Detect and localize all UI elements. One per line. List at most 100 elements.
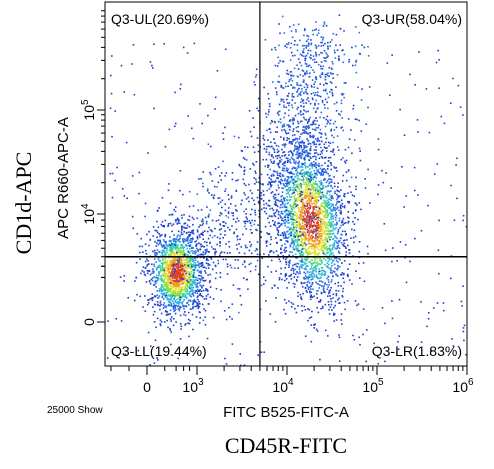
event-dot (202, 185, 204, 188)
event-dot (308, 132, 311, 134)
event-dot (181, 301, 183, 304)
event-dot (276, 172, 279, 175)
event-dot (197, 286, 199, 288)
event-dot (162, 259, 164, 261)
event-dot (308, 44, 310, 46)
event-dot (297, 76, 300, 78)
event-dot (205, 297, 208, 300)
event-dot (167, 303, 170, 306)
event-dot (273, 170, 275, 172)
event-dot (277, 234, 280, 237)
event-dot (236, 210, 238, 212)
event-dot (218, 197, 221, 199)
event-dot (219, 272, 222, 274)
event-dot (325, 225, 327, 227)
event-dot (293, 276, 296, 278)
event-dot (298, 234, 301, 236)
event-dot (164, 283, 167, 286)
event-dot (214, 264, 217, 267)
event-dot (303, 276, 305, 279)
event-dot (189, 258, 192, 260)
event-dot (286, 189, 288, 192)
event-dot (286, 196, 289, 198)
event-dot (192, 281, 194, 284)
event-dot (344, 239, 346, 241)
event-dot (179, 264, 182, 266)
event-dot (356, 304, 358, 307)
event-dot (322, 194, 325, 196)
event-dot (323, 104, 326, 106)
event-dot (314, 251, 317, 254)
event-dot (303, 151, 305, 154)
event-dot (309, 49, 312, 52)
event-dot (303, 109, 306, 112)
event-dot (301, 226, 304, 229)
event-dot (320, 232, 322, 235)
event-dot (293, 117, 295, 120)
event-dot (296, 226, 298, 228)
event-dot (324, 227, 327, 229)
event-dot (310, 202, 313, 205)
event-dot (245, 228, 248, 230)
event-dot (350, 237, 352, 239)
event-dot (281, 217, 284, 220)
event-dot (162, 292, 164, 295)
event-dot (232, 218, 235, 220)
event-dot (202, 279, 205, 282)
event-dot (301, 140, 304, 142)
event-dot (243, 252, 246, 255)
event-dot (199, 270, 201, 273)
event-dot (330, 203, 332, 205)
event-dot (206, 241, 208, 244)
event-dot (236, 248, 238, 250)
event-dot (288, 92, 290, 95)
event-dot (165, 281, 168, 284)
event-dot (317, 164, 320, 167)
event-dot (176, 274, 179, 277)
event-dot (310, 39, 312, 41)
event-dot (337, 230, 339, 233)
event-dot (326, 92, 328, 95)
event-dot (288, 193, 291, 196)
event-dot (332, 122, 335, 125)
event-dot (297, 146, 300, 149)
event-dot (314, 240, 317, 243)
event-dot (183, 214, 185, 216)
event-dot (181, 302, 184, 305)
event-dot (180, 244, 182, 246)
event-dot (246, 146, 249, 149)
event-dot (270, 161, 273, 163)
event-dot (322, 253, 325, 256)
event-dot (186, 267, 189, 269)
event-dot (316, 183, 318, 186)
event-dot (221, 199, 224, 202)
event-dot (326, 283, 328, 286)
event-dot (270, 141, 272, 143)
event-dot (303, 34, 305, 37)
event-dot (286, 98, 288, 101)
event-dot (326, 203, 328, 205)
event-dot (174, 244, 176, 246)
event-dot (293, 204, 295, 207)
event-dot (312, 120, 315, 123)
event-dot (281, 278, 283, 281)
event-dot (168, 214, 171, 216)
event-dot (326, 82, 328, 85)
event-dot (190, 230, 193, 232)
event-dot (293, 134, 296, 136)
event-dot (291, 251, 293, 254)
event-dot (279, 252, 282, 254)
event-dot (192, 328, 194, 331)
event-dot (313, 161, 315, 163)
event-dot (253, 177, 256, 179)
event-dot (325, 82, 327, 84)
event-dot (283, 205, 286, 207)
event-dot (176, 293, 178, 295)
event-dot (192, 306, 194, 308)
event-dot (334, 209, 336, 212)
event-dot (262, 135, 265, 137)
event-dot (159, 266, 161, 268)
event-dot (286, 137, 289, 139)
event-dot (297, 305, 299, 307)
event-dot (281, 15, 284, 18)
